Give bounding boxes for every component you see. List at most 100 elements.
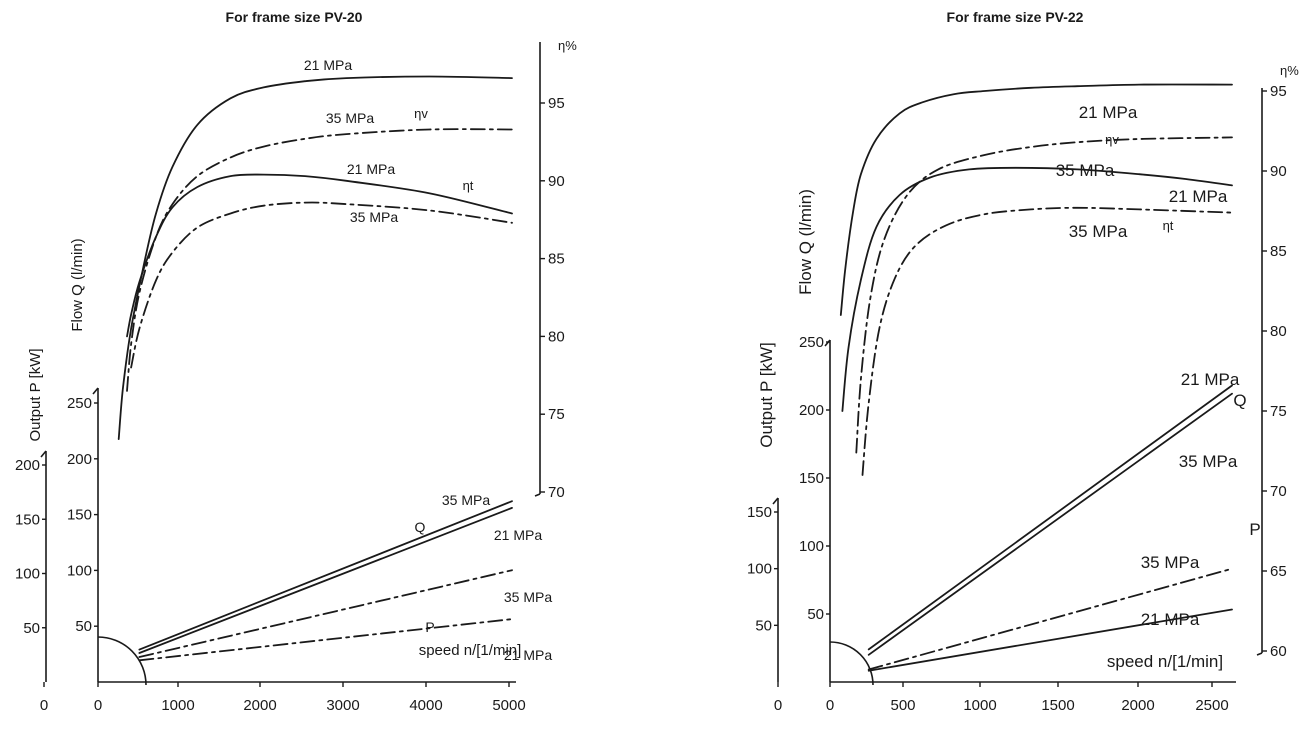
eff-tick-label: 80 xyxy=(548,328,565,345)
curve-annotation: 35 MPa xyxy=(504,589,552,605)
x-tick-labels: 0 0 500 1000 1500 2000 2500 xyxy=(774,682,1229,714)
eff-tick-labels: 70 75 80 85 90 95 xyxy=(540,95,565,501)
power-tick-label: 100 xyxy=(15,566,40,583)
curve-annotation: 35 MPa xyxy=(1141,553,1200,572)
x-axis-label: speed n/[1/min] xyxy=(419,642,522,659)
series-eta-t-35mpa-line xyxy=(861,206,1233,476)
series-P-21mpa-line xyxy=(138,618,513,662)
curve-annotation: 21 MPa xyxy=(304,57,352,73)
series-eta-t-21mpa-line xyxy=(126,173,513,338)
flow-axis-label: Flow Q (l/min) xyxy=(69,238,86,331)
curve-annotation: ηv xyxy=(1105,132,1119,147)
flow-tick-label: 250 xyxy=(799,334,824,351)
series-eta-t-21mpa-line xyxy=(841,166,1233,412)
curve-annotation: 21 MPa xyxy=(1079,103,1138,122)
eff-tick-label: 65 xyxy=(1270,563,1287,580)
flow-tick-label: 200 xyxy=(67,451,92,468)
flow-tick-label: 150 xyxy=(67,507,92,524)
curve-annotation: ηt xyxy=(1163,218,1174,233)
origin-arc xyxy=(829,641,874,686)
power-axis-label: Output P [kW] xyxy=(27,348,44,441)
x-tick-label: 500 xyxy=(890,697,915,714)
x-tick-label: 3000 xyxy=(326,697,359,714)
eff-axis-label: η% xyxy=(558,38,577,53)
x-tick-label: 1500 xyxy=(1041,697,1074,714)
series-eta-v-21mpa-line xyxy=(117,75,513,440)
x-tick-label: 0 xyxy=(774,697,782,714)
eff-tick-label: 90 xyxy=(1270,163,1287,180)
series-Q-21mpa-line xyxy=(867,392,1233,656)
flow-tick-labels: 50 100 150 200 250 xyxy=(799,334,830,623)
series-Q-35mpa-line xyxy=(138,500,513,651)
curve-annotation: 35 MPa xyxy=(350,209,398,225)
power-tick-label: 50 xyxy=(755,617,772,634)
curve-annotations: 21 MPa 35 MPa ηv 21 MPa ηt 35 MPa 35 MPa Q 21 MP… xyxy=(304,57,552,663)
curve-annotation: 21 MPa xyxy=(1169,187,1228,206)
x-tick-label: 0 xyxy=(40,697,48,714)
eff-tick-label: 95 xyxy=(1270,83,1287,100)
curve-annotation: Q xyxy=(415,519,426,535)
chart-title: For frame size PV-22 xyxy=(947,9,1084,25)
curve-annotation: ηt xyxy=(463,178,474,193)
power-axis-hook xyxy=(40,450,47,458)
curve-annotation: 35 MPa xyxy=(1056,161,1115,180)
eff-tick-labels: 60 65 70 75 80 85 90 95 xyxy=(1262,83,1287,660)
eff-axis-label: η% xyxy=(1280,63,1299,78)
series-lines xyxy=(117,75,513,662)
x-tick-label: 0 xyxy=(826,697,834,714)
power-axis-label: Output P [kW] xyxy=(757,342,776,448)
eff-tick-label: 75 xyxy=(548,406,565,423)
chart-pv20: For frame size PV-20 0 0 1000 2000 3000 4000 50… xyxy=(15,9,577,714)
chart-title: For frame size PV-20 xyxy=(226,9,363,25)
chart-pv22: For frame size PV-22 0 0 500 1000 1500 2000 250… xyxy=(747,9,1299,714)
curve-annotation: P xyxy=(1249,520,1260,539)
power-tick-labels: 50 100 150 200 xyxy=(15,457,46,637)
curve-annotation: 21 MPa xyxy=(504,647,552,663)
series-eta-t-35mpa-line xyxy=(130,201,513,369)
flow-tick-label: 100 xyxy=(67,562,92,579)
power-tick-labels: 50 100 150 xyxy=(747,504,778,634)
x-axis-label: speed n/[1/min] xyxy=(1107,652,1223,671)
power-tick-label: 150 xyxy=(15,511,40,528)
power-tick-label: 100 xyxy=(747,561,772,578)
series-lines xyxy=(839,83,1233,672)
eff-tick-label: 85 xyxy=(548,251,565,268)
origin-arc xyxy=(97,636,147,686)
series-P-35mpa-line xyxy=(867,567,1233,671)
eff-tick-label: 60 xyxy=(1270,643,1287,660)
curve-annotation: 21 MPa xyxy=(347,161,395,177)
series-P-35mpa-line xyxy=(138,569,513,658)
flow-tick-labels: 50 100 150 200 250 xyxy=(67,395,98,635)
eff-tick-label: 75 xyxy=(1270,403,1287,420)
eff-tick-label: 70 xyxy=(1270,483,1287,500)
flow-tick-label: 50 xyxy=(75,618,92,635)
series-P-21mpa-line xyxy=(867,608,1233,672)
x-tick-label: 0 xyxy=(94,697,102,714)
curve-annotation: Q xyxy=(1233,391,1246,410)
x-tick-label: 2000 xyxy=(1121,697,1154,714)
eff-axis-hook xyxy=(534,493,541,497)
x-tick-label: 2500 xyxy=(1195,697,1228,714)
flow-axis-hook xyxy=(92,387,99,395)
curve-annotation: 35 MPa xyxy=(1069,222,1128,241)
flow-tick-label: 250 xyxy=(67,395,92,412)
curve-annotation: 35 MPa xyxy=(442,492,490,508)
curve-annotations: 21 MPa ηv 35 MPa 21 MPa ηt 35 MPa 21 MPa Q 35 MP… xyxy=(1056,103,1261,629)
eff-tick-label: 80 xyxy=(1270,323,1287,340)
x-tick-label: 1000 xyxy=(161,697,194,714)
flow-axis-hook xyxy=(824,339,831,347)
series-Q-21mpa-line xyxy=(867,384,1233,651)
power-tick-label: 150 xyxy=(747,504,772,521)
flow-tick-label: 100 xyxy=(799,538,824,555)
series-eta-v-35mpa-line xyxy=(855,136,1233,454)
series-Q-21mpa-line xyxy=(138,507,513,654)
curve-annotation: 21 MPa xyxy=(494,527,542,543)
curve-annotation: 21 MPa xyxy=(1181,370,1240,389)
curve-annotation: 21 MPa xyxy=(1141,610,1200,629)
curve-annotation: P xyxy=(425,619,434,635)
eff-tick-label: 95 xyxy=(548,95,565,112)
curve-annotation: ηv xyxy=(414,106,428,121)
series-eta-v-21mpa-line xyxy=(839,83,1233,316)
power-tick-label: 200 xyxy=(15,457,40,474)
